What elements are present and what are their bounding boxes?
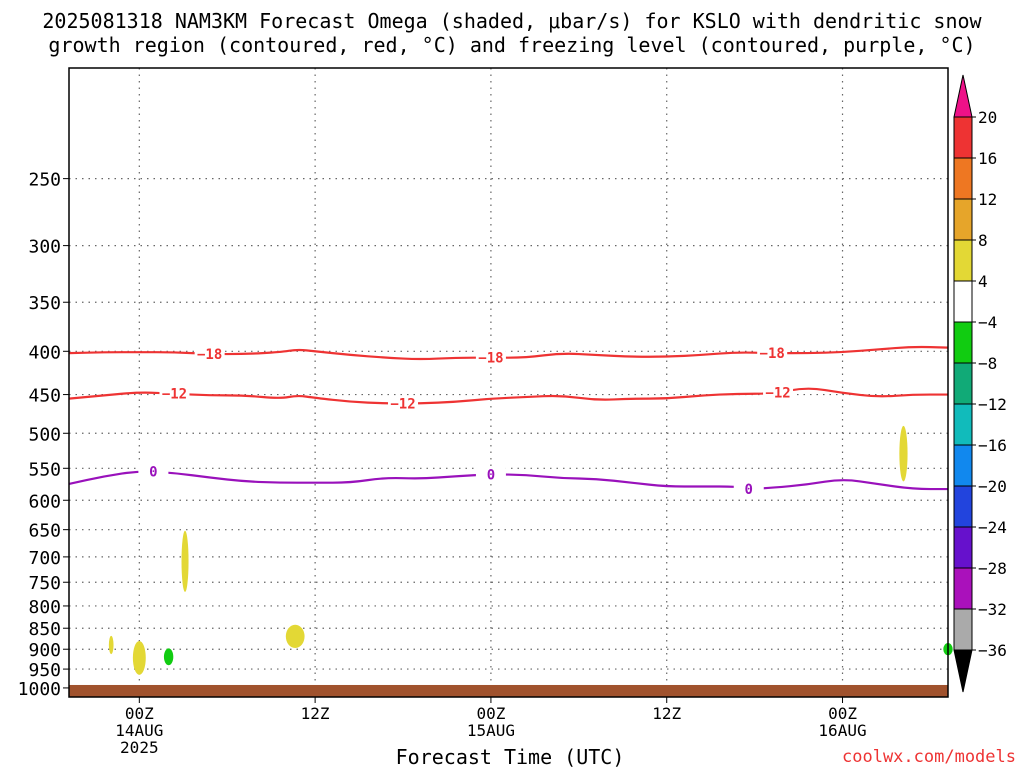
x-tick-label: 14AUG	[115, 721, 163, 740]
contour-label: 0	[487, 467, 495, 483]
x-tick-label: 00Z	[828, 704, 857, 723]
x-tick-label: 2025	[120, 738, 159, 757]
x-tick-label: 00Z	[125, 704, 154, 723]
contour-line	[68, 470, 948, 491]
y-tick-label: 450	[28, 386, 61, 407]
y-tick-label: 550	[28, 459, 61, 480]
colorbar-label: −16	[978, 436, 1007, 455]
y-tick-label: 600	[28, 491, 61, 512]
contour-line	[68, 387, 948, 405]
y-tick-label: 900	[28, 640, 61, 661]
colorbar-segment	[953, 280, 973, 323]
y-tick-label: 650	[28, 521, 61, 542]
chart-title-line-2: growth region (contoured, red, °C) and f…	[48, 33, 975, 57]
colorbar-label: −24	[978, 518, 1007, 537]
contour-label-bg	[763, 384, 794, 401]
y-tick-label: 950	[28, 660, 61, 681]
colorbar-label: −4	[978, 313, 997, 332]
colorbar-label: 4	[978, 272, 988, 291]
omega-shaded-region	[132, 640, 146, 675]
x-tick-label: 12Z	[652, 704, 681, 723]
plot-frame	[68, 67, 949, 698]
contour-label-bg	[475, 466, 506, 483]
colorbar-label: 20	[978, 108, 997, 127]
y-tick-label: 250	[28, 170, 61, 191]
omega-shaded-region	[285, 624, 305, 648]
colorbar-label: −28	[978, 559, 1007, 578]
y-tick-label: 500	[28, 424, 61, 445]
colorbar-segment	[953, 403, 973, 446]
credit-text: coolwx.com/models	[842, 747, 1016, 767]
x-tick-label: 16AUG	[818, 721, 866, 740]
x-axis-label: Forecast Time (UTC)	[396, 745, 625, 768]
x-tick-label: 12Z	[301, 704, 330, 723]
contour-label: −18	[478, 351, 503, 367]
colorbar-label: −12	[978, 395, 1007, 414]
colorbar-label: −8	[978, 354, 997, 373]
colorbar-label: −32	[978, 600, 1007, 619]
colorbar-label: −36	[978, 641, 1007, 660]
colorbar-segment	[953, 116, 973, 159]
contour-label: −18	[760, 346, 785, 362]
contour-label-bg	[757, 345, 788, 362]
y-tick-label: 400	[28, 342, 61, 363]
colorbar-label: −20	[978, 477, 1007, 496]
x-tick-label: 15AUG	[467, 721, 515, 740]
contour-label: 0	[745, 482, 753, 498]
colorbar-segment	[953, 239, 973, 282]
y-tick-label: 800	[28, 597, 61, 618]
colorbar-segment	[953, 362, 973, 405]
colorbar-label: 8	[978, 231, 988, 250]
x-tick-label: 00Z	[476, 704, 505, 723]
contour-label-bg	[388, 395, 419, 412]
contour-label: 0	[149, 465, 157, 481]
contour-label-bg	[733, 481, 764, 498]
contour-label-bg	[475, 349, 506, 366]
y-tick-label: 850	[28, 619, 61, 640]
contour-label-bg	[159, 385, 190, 402]
contour-label-bg	[194, 346, 225, 363]
colorbar-segment	[953, 567, 973, 610]
y-tick-label: 700	[28, 548, 61, 569]
omega-shaded-region	[181, 530, 189, 592]
y-tick-label: 1000	[18, 679, 61, 700]
colorbar-segment	[953, 321, 973, 364]
omega-shaded-region	[108, 635, 114, 655]
contour-label: −12	[162, 387, 187, 403]
terrain-fill	[69, 684, 948, 697]
colorbar-segment	[953, 526, 973, 569]
y-tick-label: 350	[28, 293, 61, 314]
contour-label: −18	[197, 347, 222, 363]
colorbar-top-arrow	[953, 74, 973, 118]
colorbar: 20 16 12 8 4 −4 −8 −12 −16 −20 −24 −28 −32 −36	[953, 74, 1007, 693]
colorbar-bottom-arrow	[953, 649, 973, 693]
colorbar-segment	[953, 157, 973, 200]
omega-shaded-region	[899, 425, 908, 482]
y-tick-label: 300	[28, 237, 61, 258]
contour-label-bg	[138, 463, 169, 480]
colorbar-segment	[953, 485, 973, 528]
colorbar-segment	[953, 608, 973, 651]
colorbar-label: 12	[978, 190, 997, 209]
y-tick-label: 750	[28, 573, 61, 594]
contour-label: −12	[390, 396, 415, 412]
omega-shaded-region	[163, 648, 174, 666]
chart-title-line-1: 2025081318 NAM3KM Forecast Omega (shaded…	[42, 9, 982, 33]
plot-area: 2503003504004505005506006507007508008509…	[18, 67, 953, 757]
plot-background	[69, 68, 948, 697]
contour-label: −12	[765, 386, 790, 402]
colorbar-segment	[953, 444, 973, 487]
colorbar-label: 16	[978, 149, 997, 168]
colorbar-segment	[953, 198, 973, 241]
